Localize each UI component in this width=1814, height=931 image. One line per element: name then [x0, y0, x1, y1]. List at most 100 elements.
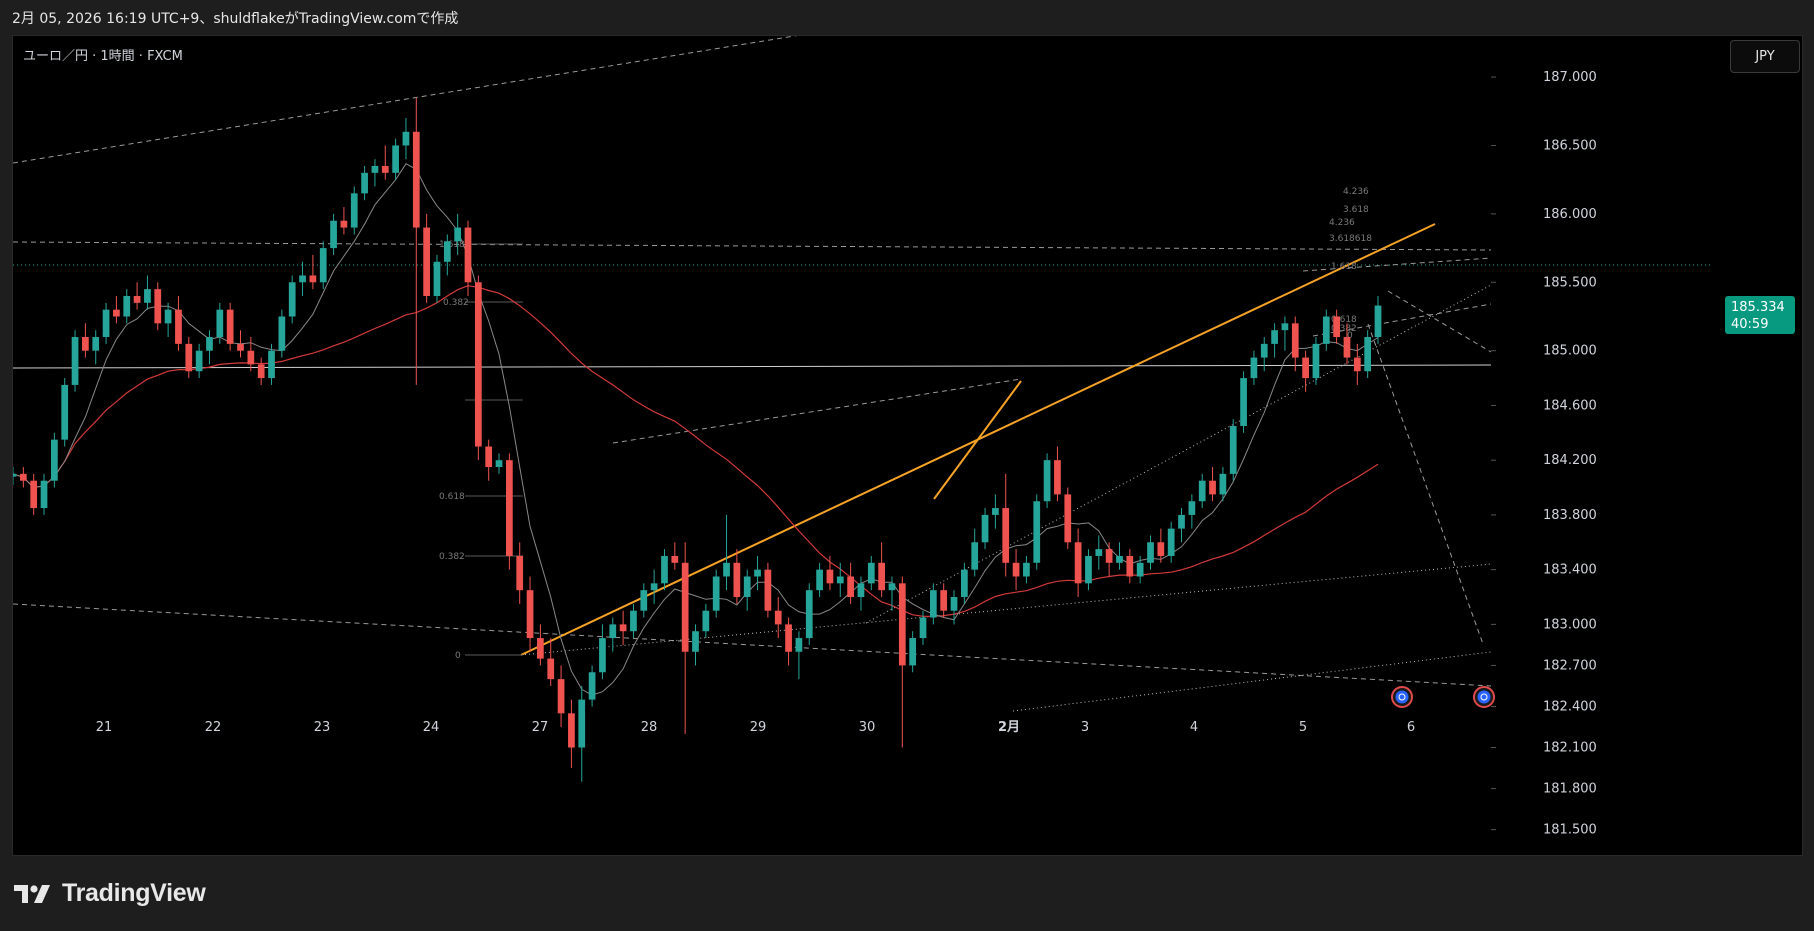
price-tick-label: 184.600 [1543, 398, 1597, 413]
svg-text:0: 0 [1347, 331, 1353, 341]
candle [981, 508, 989, 550]
candle-body [319, 248, 327, 283]
candle-body [1188, 501, 1196, 515]
svg-text:0.382: 0.382 [1331, 324, 1357, 334]
candle [154, 282, 162, 331]
candle-body [992, 508, 999, 515]
candle-body [785, 624, 792, 652]
candle-body [40, 480, 48, 509]
candle-body [1209, 480, 1216, 495]
candle [247, 337, 255, 372]
candle [433, 254, 441, 303]
candle [257, 357, 265, 385]
candle [1188, 494, 1196, 529]
candle-body [516, 555, 524, 591]
tradingview-wordmark: TradingView [62, 879, 206, 907]
candle [764, 562, 772, 618]
time-tick-label: 3 [1081, 720, 1089, 735]
candle-body [1126, 555, 1134, 577]
candle-body [588, 672, 596, 700]
candle [454, 213, 462, 255]
candle-body [919, 617, 927, 639]
candle [1002, 473, 1010, 577]
time-tick-label: 30 [859, 720, 876, 735]
candle [123, 289, 131, 324]
tradingview-logo[interactable]: TradingView [14, 879, 206, 908]
candle [857, 576, 865, 611]
candle [1023, 555, 1030, 584]
candle [19, 467, 27, 488]
bar-countdown: 40:59 [1731, 317, 1769, 332]
currency-button[interactable]: JPY [1730, 40, 1800, 73]
candle [1343, 323, 1351, 365]
time-tick-label: 27 [532, 720, 549, 735]
candle [288, 275, 296, 324]
candle-body [1064, 494, 1072, 543]
candle [13, 467, 17, 485]
candle [474, 275, 482, 461]
resistance-dashed-line [13, 241, 1492, 251]
price-tick-label: 183.800 [1543, 508, 1597, 523]
candle [350, 186, 358, 235]
chart-panel[interactable]: 1.618 0.382 0.618 0.382 0 4.236 3.618 4.… [12, 35, 1803, 856]
candle-body [961, 569, 968, 598]
svg-text:0: 0 [455, 651, 461, 661]
candle-body [1074, 542, 1082, 584]
candle-body [795, 638, 803, 652]
price-tick-label: 185.000 [1543, 344, 1597, 359]
candle-body [578, 699, 586, 748]
candle [299, 261, 306, 296]
candle-body [981, 514, 989, 543]
candle [733, 549, 741, 604]
candle-body [671, 555, 679, 563]
candle-body [1364, 337, 1372, 372]
candle [836, 562, 844, 598]
candle-body [288, 282, 296, 317]
candle-body [1043, 460, 1051, 502]
orange-trendline-short [933, 380, 1022, 500]
drawing-tools: 1.618 0.382 0.618 0.382 0 4.236 3.618 4.… [13, 36, 1713, 712]
candle [195, 343, 203, 379]
time-axis[interactable]: 21 22 23 24 27 28 29 30 2月 3 4 5 6 [96, 720, 1415, 735]
candle-body [1147, 542, 1154, 563]
candle-body [1250, 357, 1258, 379]
candle [144, 275, 151, 310]
candle [423, 213, 430, 303]
candle-body [1157, 542, 1165, 556]
candle-body [1116, 555, 1123, 563]
candle [402, 118, 410, 160]
candle-body [878, 562, 885, 591]
candle [268, 343, 275, 385]
candle [1333, 309, 1340, 344]
candle [330, 213, 337, 255]
projection-dashed-line-1 [1387, 290, 1492, 353]
candle [867, 555, 875, 591]
candle-body [681, 562, 689, 652]
candle [319, 241, 327, 290]
candle [1116, 542, 1123, 570]
candle-body [568, 713, 575, 748]
ma-short-line [13, 163, 1379, 696]
candle [826, 555, 834, 591]
candle-body [816, 569, 823, 591]
candle-body [712, 576, 720, 611]
event-markers[interactable] [1391, 686, 1495, 708]
candle-body [113, 309, 120, 317]
price-axis[interactable]: 187.000 186.500 186.000 185.500 185.000 184.6… [1491, 70, 1597, 838]
event-icon [1391, 686, 1413, 708]
channel-upper-line [13, 36, 798, 164]
candle [557, 665, 565, 728]
price-chart[interactable]: 1.618 0.382 0.618 0.382 0 4.236 3.618 4.… [13, 36, 1803, 856]
candle-body [1095, 549, 1103, 556]
candle [237, 330, 244, 358]
candle [1043, 453, 1051, 509]
candle-body [61, 384, 69, 440]
candle-body [599, 638, 606, 673]
candle-body [847, 576, 854, 598]
candle-body [1002, 508, 1010, 563]
candle [495, 453, 503, 474]
candle [578, 685, 586, 782]
candle-body [609, 624, 617, 639]
symbol-label[interactable]: ユーロ／円 · 1時間 · FXCM [23, 49, 183, 64]
candle-body [1333, 316, 1340, 338]
